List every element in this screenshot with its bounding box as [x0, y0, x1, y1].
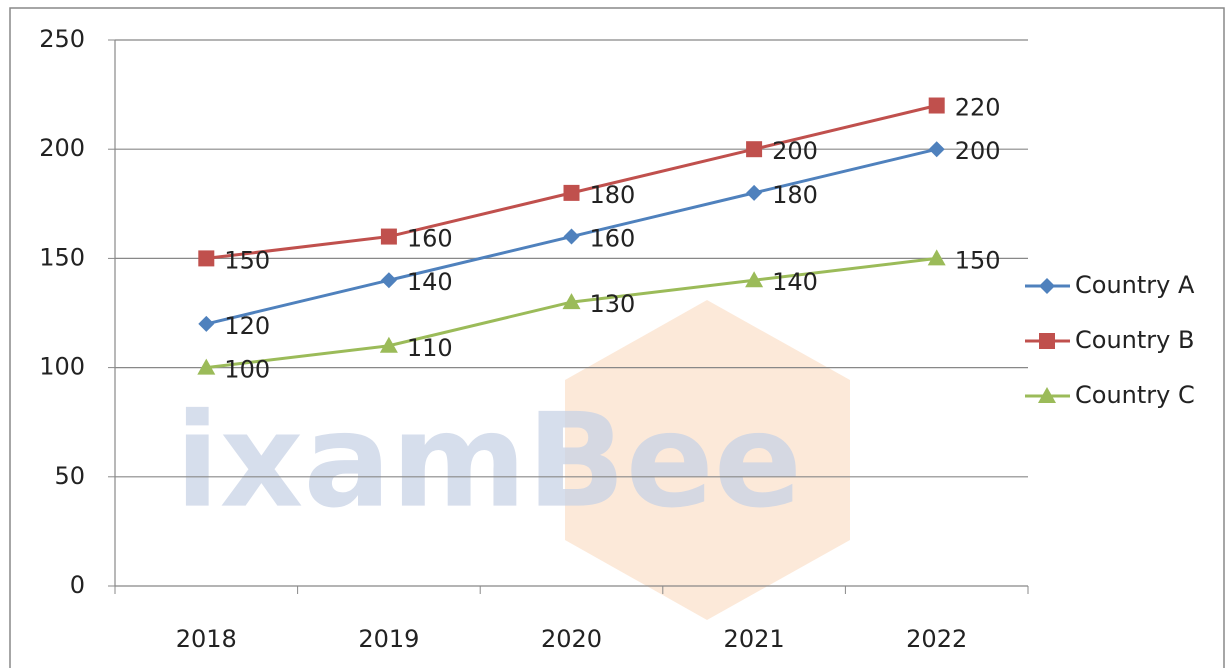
x-tick-label: 2020 — [541, 625, 602, 653]
watermark: ixamBee — [175, 385, 802, 537]
data-label: 160 — [590, 225, 636, 253]
data-label: 100 — [224, 356, 270, 384]
data-label: 110 — [407, 334, 453, 362]
data-label: 180 — [772, 181, 818, 209]
point — [928, 97, 945, 114]
y-tick-label: 250 — [39, 25, 85, 53]
y-tick-label: 150 — [39, 243, 85, 271]
data-label: 200 — [955, 137, 1001, 165]
x-tick-label: 2018 — [176, 625, 237, 653]
point — [746, 141, 763, 158]
x-tick-label: 2019 — [358, 625, 419, 653]
point — [198, 315, 215, 332]
point — [380, 272, 397, 289]
data-label: 150 — [224, 246, 270, 274]
x-tick-label: 2022 — [906, 625, 967, 653]
data-label: 150 — [955, 246, 1001, 274]
data-label: 140 — [772, 268, 818, 296]
watermark-hexagon — [565, 300, 850, 620]
y-tick-label: 50 — [54, 462, 85, 490]
legend-label: Country C — [1075, 381, 1195, 409]
point — [563, 184, 580, 201]
x-tick-label: 2021 — [724, 625, 785, 653]
y-tick-label: 0 — [70, 571, 85, 599]
legend-marker — [1038, 387, 1056, 403]
point — [927, 249, 946, 266]
data-label: 220 — [955, 94, 1001, 122]
data-label: 120 — [224, 312, 270, 340]
point — [197, 358, 216, 375]
point — [563, 228, 580, 245]
point — [380, 228, 397, 245]
y-tick-label: 100 — [39, 353, 85, 381]
legend-marker — [1039, 333, 1055, 349]
legend-marker — [1039, 278, 1055, 294]
point — [379, 336, 398, 353]
point — [928, 141, 945, 158]
point — [198, 250, 215, 267]
point — [562, 293, 581, 310]
data-label: 130 — [590, 290, 636, 318]
data-label: 160 — [407, 225, 453, 253]
point — [745, 271, 764, 288]
y-tick-label: 200 — [39, 134, 85, 162]
data-label: 140 — [407, 268, 453, 296]
point — [746, 184, 763, 201]
data-label: 200 — [772, 137, 818, 165]
data-label: 180 — [590, 181, 636, 209]
legend-label: Country A — [1075, 271, 1195, 299]
legend-label: Country B — [1075, 326, 1194, 354]
